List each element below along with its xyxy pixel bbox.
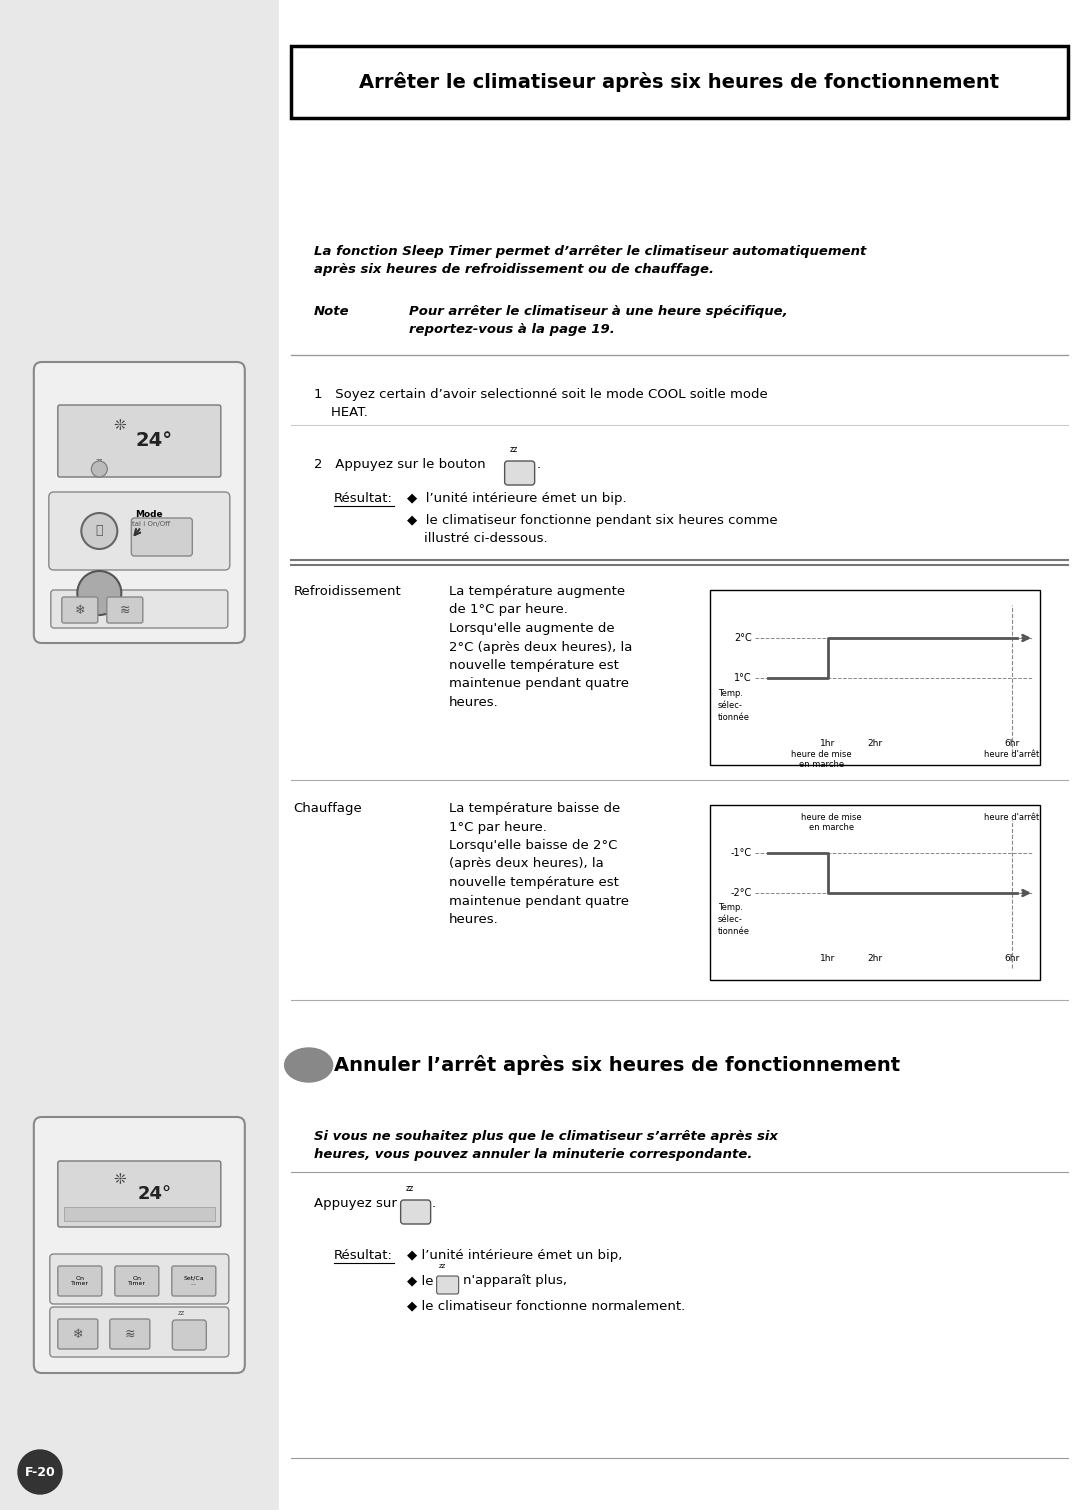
Text: Temp.: Temp.	[718, 689, 743, 698]
Text: On
Timer: On Timer	[71, 1276, 89, 1287]
Text: ◆ le climatiseur fonctionne normalement.: ◆ le climatiseur fonctionne normalement.	[407, 1299, 685, 1312]
Text: zz: zz	[510, 445, 518, 455]
Text: Temp.: Temp.	[718, 903, 743, 912]
Text: heure d'arrêt: heure d'arrêt	[984, 750, 1040, 760]
Text: 1°C: 1°C	[734, 673, 752, 683]
Text: sélec-: sélec-	[718, 915, 743, 924]
FancyBboxPatch shape	[173, 1320, 206, 1350]
Text: heure de mise: heure de mise	[801, 812, 862, 821]
Text: La température augmente
de 1°C par heure.
Lorsqu'elle augmente de
2°C (après deu: La température augmente de 1°C par heure…	[448, 584, 632, 710]
Text: 2   Appuyez sur le bouton: 2 Appuyez sur le bouton	[313, 458, 485, 471]
Text: tionnée: tionnée	[718, 713, 750, 722]
FancyBboxPatch shape	[114, 1265, 159, 1296]
FancyBboxPatch shape	[33, 362, 245, 643]
Text: zz: zz	[438, 1262, 446, 1268]
Text: zz: zz	[96, 458, 103, 464]
Text: ◆ le: ◆ le	[407, 1274, 433, 1287]
Text: 1   Soyez certain d’avoir selectionné soit le mode COOL soitle mode
    HEAT.: 1 Soyez certain d’avoir selectionné soit…	[313, 388, 768, 418]
Bar	[64, 1206, 215, 1222]
Text: Chauffage: Chauffage	[294, 802, 363, 815]
Text: 2hr: 2hr	[867, 738, 882, 747]
Text: Set/Ca
...: Set/Ca ...	[184, 1276, 204, 1287]
Text: On
Timer: On Timer	[127, 1276, 146, 1287]
Text: ❄: ❄	[72, 1327, 83, 1341]
FancyBboxPatch shape	[58, 1161, 220, 1228]
Text: ≋: ≋	[124, 1327, 135, 1341]
Text: 6hr: 6hr	[1004, 738, 1020, 747]
Text: Appuyez sur: Appuyez sur	[313, 1197, 396, 1210]
Text: heure de mise: heure de mise	[792, 750, 852, 760]
Text: zz: zz	[406, 1184, 414, 1193]
Text: ◆  l’unité intérieure émet un bip.: ◆ l’unité intérieure émet un bip.	[407, 492, 626, 504]
Text: Pour arrêter le climatiseur à une heure spécifique,
reportez-vous à la page 19.: Pour arrêter le climatiseur à une heure …	[408, 305, 787, 337]
FancyBboxPatch shape	[33, 1117, 245, 1373]
Text: Mode: Mode	[135, 510, 163, 519]
Text: Résultat:: Résultat:	[334, 492, 392, 504]
Text: tal i On/Off: tal i On/Off	[132, 521, 171, 527]
Text: Note: Note	[313, 305, 349, 319]
FancyBboxPatch shape	[172, 1265, 216, 1296]
Text: 2hr: 2hr	[867, 954, 882, 963]
Text: n'apparaît plus,: n'apparaît plus,	[462, 1274, 567, 1287]
FancyBboxPatch shape	[401, 1200, 431, 1225]
Text: 6hr: 6hr	[1004, 954, 1020, 963]
Text: Arrêter le climatiseur après six heures de fonctionnement: Arrêter le climatiseur après six heures …	[360, 72, 999, 92]
FancyBboxPatch shape	[132, 518, 192, 556]
Text: -1°C: -1°C	[731, 849, 752, 858]
Text: La fonction Sleep Timer permet d’arrêter le climatiseur automatiquement
après si: La fonction Sleep Timer permet d’arrêter…	[313, 245, 866, 276]
Text: 1hr: 1hr	[821, 738, 836, 747]
Text: heure d'arrêt: heure d'arrêt	[984, 812, 1040, 821]
Bar	[279, 0, 1080, 1510]
Circle shape	[81, 513, 118, 550]
FancyBboxPatch shape	[58, 1320, 98, 1348]
FancyBboxPatch shape	[504, 461, 535, 485]
Text: ◆ l’unité intérieure émet un bip,: ◆ l’unité intérieure émet un bip,	[407, 1249, 622, 1262]
Text: .: .	[537, 458, 541, 471]
Text: La température baisse de
1°C par heure.
Lorsqu'elle baisse de 2°C
(après deux he: La température baisse de 1°C par heure. …	[448, 802, 629, 926]
Text: -2°C: -2°C	[731, 888, 752, 898]
FancyBboxPatch shape	[58, 405, 220, 477]
Text: .: .	[432, 1197, 435, 1210]
Bar	[710, 805, 1040, 980]
Circle shape	[92, 461, 107, 477]
Text: 2°C: 2°C	[734, 633, 752, 643]
Text: ❊: ❊	[113, 1172, 125, 1187]
Text: ❄: ❄	[75, 604, 85, 616]
Ellipse shape	[285, 1048, 333, 1083]
Text: en marche: en marche	[799, 760, 845, 769]
FancyBboxPatch shape	[50, 1253, 229, 1305]
Text: ⏻: ⏻	[95, 524, 103, 538]
Circle shape	[78, 571, 121, 615]
Text: Annuler l’arrêt après six heures de fonctionnement: Annuler l’arrêt après six heures de fonc…	[334, 1055, 900, 1075]
Text: Si vous ne souhaitez plus que le climatiseur s’arrête après six
heures, vous pou: Si vous ne souhaitez plus que le climati…	[313, 1129, 778, 1161]
Text: en marche: en marche	[809, 823, 854, 832]
Text: tionnée: tionnée	[718, 927, 750, 936]
FancyBboxPatch shape	[58, 1265, 102, 1296]
Text: zz: zz	[177, 1311, 185, 1317]
Bar	[710, 590, 1040, 766]
FancyBboxPatch shape	[50, 1308, 229, 1357]
Bar	[291, 45, 1068, 118]
Circle shape	[18, 1450, 62, 1493]
FancyBboxPatch shape	[436, 1276, 459, 1294]
Text: 24°: 24°	[137, 1185, 172, 1203]
FancyBboxPatch shape	[49, 492, 230, 569]
Text: ❊: ❊	[113, 417, 125, 432]
Text: ◆  le climatiseur fonctionne pendant six heures comme
    illustré ci-dessous.: ◆ le climatiseur fonctionne pendant six …	[407, 513, 778, 545]
FancyBboxPatch shape	[107, 596, 143, 624]
FancyBboxPatch shape	[51, 590, 228, 628]
Text: Résultat:: Résultat:	[334, 1249, 392, 1262]
Text: Refroidissement: Refroidissement	[294, 584, 402, 598]
Text: 1hr: 1hr	[821, 954, 836, 963]
Text: ≋: ≋	[120, 604, 130, 616]
FancyBboxPatch shape	[62, 596, 98, 624]
FancyBboxPatch shape	[110, 1320, 150, 1348]
Text: sélec-: sélec-	[718, 701, 743, 710]
Text: F-20: F-20	[25, 1466, 55, 1478]
Text: 24°: 24°	[136, 432, 173, 450]
